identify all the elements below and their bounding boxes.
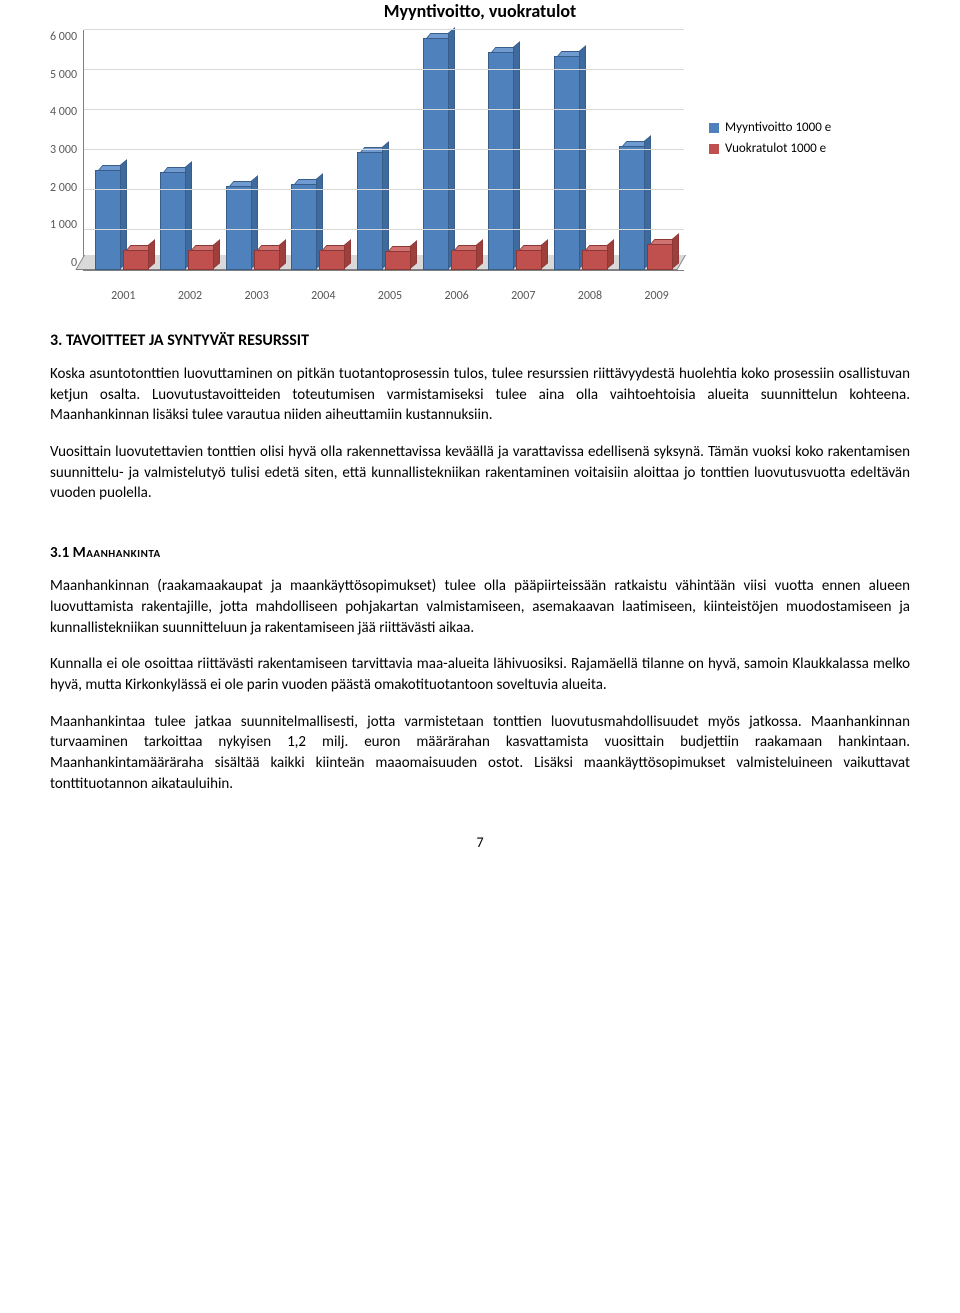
legend-item-vuokratulot: Vuokratulot 1000 e [709,141,831,156]
bar-myyntivoitto [291,184,317,270]
bar-vuokratulot [516,250,542,270]
subsection-paragraph: Maanhankintaa tulee jatkaa suunnitelmall… [50,712,910,795]
subsection-paragraph: Maanhankinnan (raakamaakaupat ja maankäy… [50,576,910,638]
y-tick: 6 000 [50,30,77,44]
bar-group [357,152,411,270]
y-axis: 6 000 5 000 4 000 3 000 2 000 1 000 0 [50,30,83,270]
bar-myyntivoitto [619,146,645,270]
legend-item-myyntivoitto: Myyntivoitto 1000 e [709,120,831,135]
x-tick: 2002 [178,289,202,303]
bar-vuokratulot [254,250,280,270]
y-tick: 5 000 [50,68,77,82]
y-tick: 2 000 [50,181,77,195]
bar-myyntivoitto [423,38,449,270]
bar-group [554,56,608,270]
x-axis: 2001 2002 2003 2004 2005 2006 2007 2008 2009 [90,271,690,303]
bar-group [423,38,477,270]
bar-vuokratulot [451,250,477,270]
section-heading: 3. TAVOITTEET JA SYNTYVÄT RESURSSIT [50,331,910,350]
bar-vuokratulot [385,251,411,270]
x-tick: 2009 [644,289,668,303]
subsection-paragraph: Kunnalla ei ole osoittaa riittävästi rak… [50,654,910,695]
bar-vuokratulot [123,250,149,270]
bar-myyntivoitto [488,52,514,270]
chart-plot [83,30,684,271]
legend-label: Myyntivoitto 1000 e [725,120,831,135]
bar-group [291,184,345,270]
subsection-heading: 3.1 Maanhankinta [50,544,910,562]
subsection-number: 3.1 [50,544,69,562]
bar-vuokratulot [582,250,608,270]
bar-group [95,170,149,270]
bar-vuokratulot [647,244,673,270]
bar-group [226,186,280,270]
section-paragraph: Koska asuntotonttien luovuttaminen on pi… [50,364,910,426]
bar-myyntivoitto [160,172,186,270]
bar-vuokratulot [188,250,214,270]
bar-myyntivoitto [357,152,383,270]
y-tick: 1 000 [50,218,77,232]
bar-group [488,52,542,270]
legend-label: Vuokratulot 1000 e [725,141,826,156]
page-number: 7 [50,834,910,851]
chart-title: Myyntivoitto, vuokratulot [50,0,910,22]
bar-myyntivoitto [226,186,252,270]
legend-swatch-blue [709,123,719,133]
legend-swatch-red [709,144,719,154]
subsection-name: Maanhankinta [73,544,161,562]
x-tick: 2004 [311,289,335,303]
y-tick: 4 000 [50,105,77,119]
x-tick: 2008 [578,289,602,303]
bar-vuokratulot [319,250,345,270]
bar-group [619,146,673,270]
x-tick: 2007 [511,289,535,303]
x-tick: 2003 [244,289,268,303]
x-tick: 2006 [444,289,468,303]
chart-legend: Myyntivoitto 1000 e Vuokratulot 1000 e [709,120,831,162]
section-paragraph: Vuosittain luovutettavien tonttien olisi… [50,442,910,504]
bar-group [160,172,214,270]
y-tick: 3 000 [50,143,77,157]
x-tick: 2005 [378,289,402,303]
revenue-chart: Myyntivoitto, vuokratulot 6 000 5 000 4 … [50,0,910,303]
bar-myyntivoitto [554,56,580,270]
bar-myyntivoitto [95,170,121,270]
x-tick: 2001 [111,289,135,303]
